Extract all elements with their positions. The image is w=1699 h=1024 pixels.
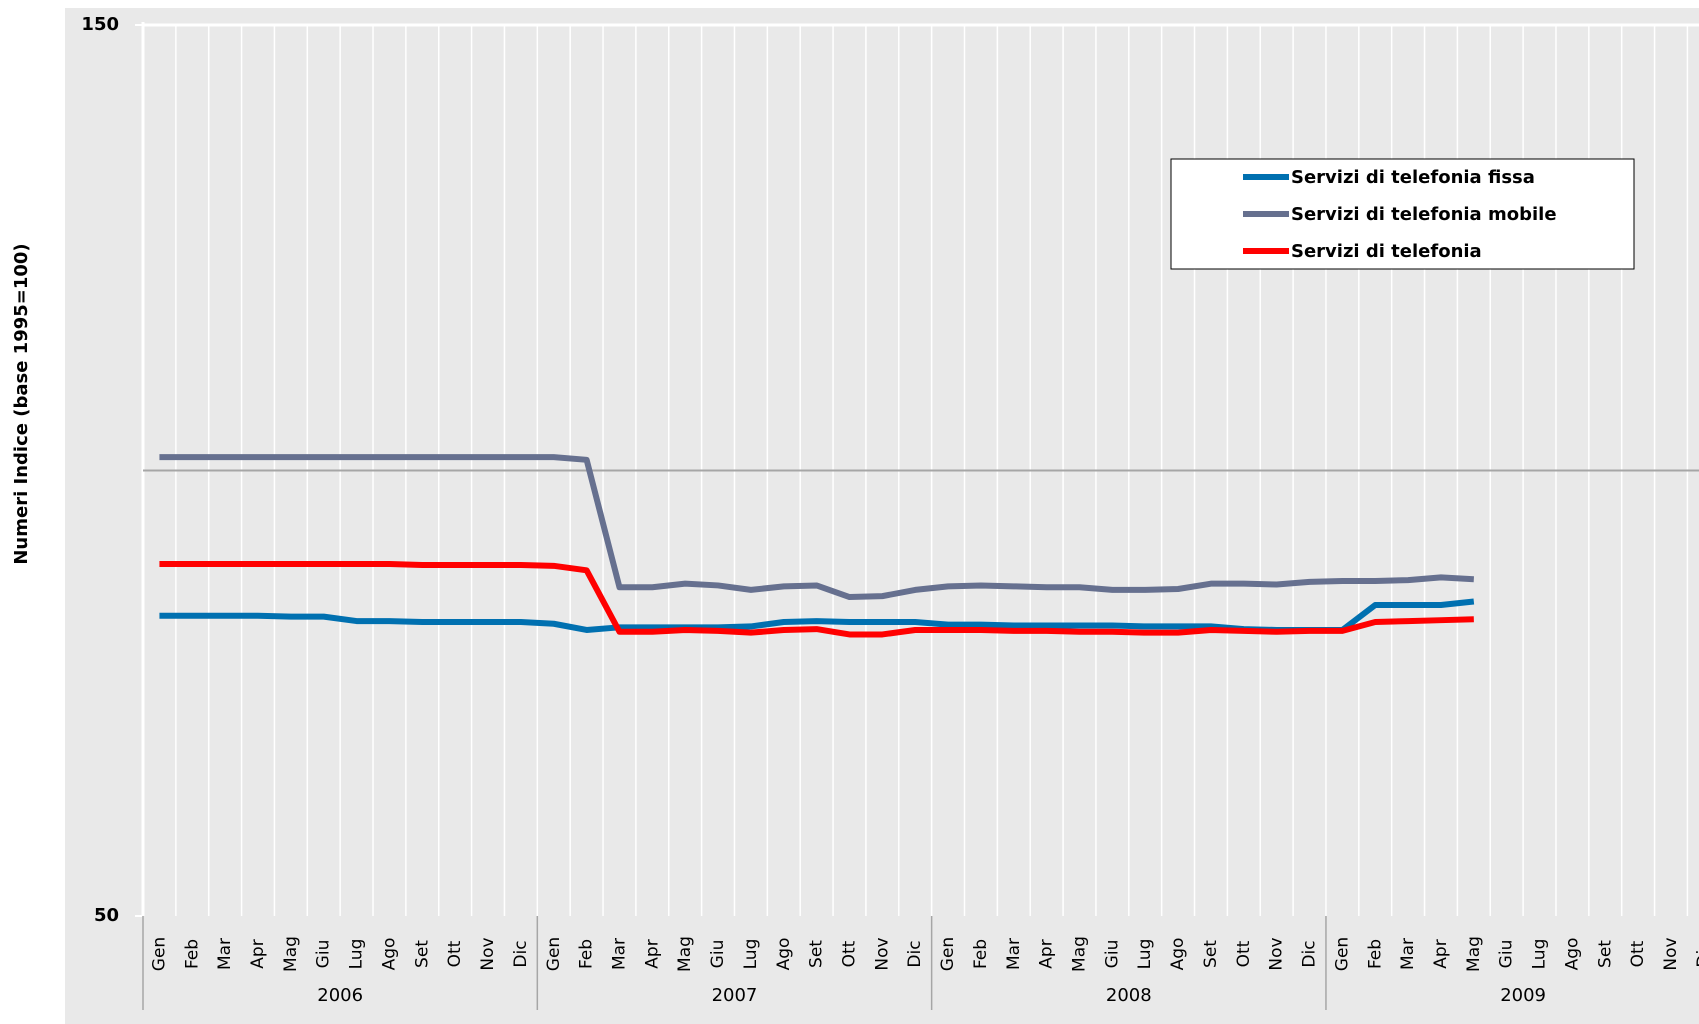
x-tick-label: Giu: [708, 940, 728, 969]
x-tick-label: Apr: [642, 939, 662, 968]
x-tick-label: Gen: [938, 937, 958, 971]
year-label: 2008: [1106, 985, 1152, 1006]
series-line: [159, 454, 1474, 601]
x-tick-label: Giu: [1497, 940, 1517, 969]
x-tick-label: Ott: [839, 940, 859, 967]
x-tick-label: Ago: [1168, 938, 1188, 971]
x-tick-label: Mag: [1464, 936, 1484, 972]
x-tick-label: Dic: [1300, 940, 1320, 967]
x-tick-label: Lug: [741, 939, 761, 970]
x-tick-label: Dic: [905, 940, 925, 967]
x-tick-label: Giu: [1102, 940, 1122, 969]
x-tick-label: Lug: [347, 939, 367, 970]
x-tick-label: Gen: [149, 937, 169, 971]
legend-label: Servizi di telefonia fissa: [1291, 167, 1535, 188]
x-tick-label: Gen: [1332, 937, 1352, 971]
x-tick-label: Ago: [1562, 938, 1582, 971]
x-tick-label: Nov: [1661, 937, 1681, 970]
x-tick-label: Apr: [248, 939, 268, 968]
x-tick-label: Set: [1201, 940, 1221, 968]
x-tick-label: Ago: [379, 938, 399, 971]
x-tick-label: Feb: [1365, 939, 1385, 969]
x-tick-label: Apr: [1037, 939, 1057, 968]
x-tick-label: Apr: [1431, 939, 1451, 968]
y-axis-label: Numeri Indice (base 1995=100): [11, 243, 32, 564]
x-tick-label: Feb: [577, 939, 597, 969]
series-line: [159, 561, 1474, 638]
x-tick-label: Mag: [1070, 936, 1090, 972]
x-tick-label: Set: [412, 940, 432, 968]
x-tick-label: Mar: [1004, 938, 1024, 970]
legend-label: Servizi di telefonia mobile: [1291, 204, 1557, 225]
x-tick-label: Mar: [1398, 938, 1418, 970]
year-label: 2007: [712, 985, 758, 1006]
x-tick-label: Giu: [314, 940, 334, 969]
x-tick-label: Gen: [544, 937, 564, 971]
legend-label: Servizi di telefonia: [1291, 241, 1482, 262]
x-tick-label: Lug: [1135, 939, 1155, 970]
x-tick-label: Dic: [511, 940, 531, 967]
x-tick-label: Ago: [774, 938, 794, 971]
x-tick-label: Ott: [1234, 940, 1254, 967]
x-tick-label: Nov: [1267, 937, 1287, 970]
x-tick-label: Mag: [281, 936, 301, 972]
x-tick-label: Mag: [675, 936, 695, 972]
x-tick-label: Ott: [1628, 940, 1648, 967]
y-tick-label: 150: [81, 14, 119, 35]
x-tick-label: Nov: [872, 937, 892, 970]
x-tick-label: Set: [807, 940, 827, 968]
x-tick-label: Mar: [215, 938, 235, 970]
x-tick-label: Feb: [182, 939, 202, 969]
x-tick-label: Set: [1595, 940, 1615, 968]
year-label: 2006: [317, 985, 363, 1006]
x-tick-label: Lug: [1530, 939, 1550, 970]
y-tick-label: 50: [94, 905, 119, 926]
x-tick-label: Nov: [478, 937, 498, 970]
x-tick-label: Mar: [609, 938, 629, 970]
x-tick-label: Feb: [971, 939, 991, 969]
x-tick-label: Dic: [1694, 940, 1699, 967]
x-tick-label: Ott: [445, 940, 465, 967]
year-label: 2009: [1500, 985, 1546, 1006]
